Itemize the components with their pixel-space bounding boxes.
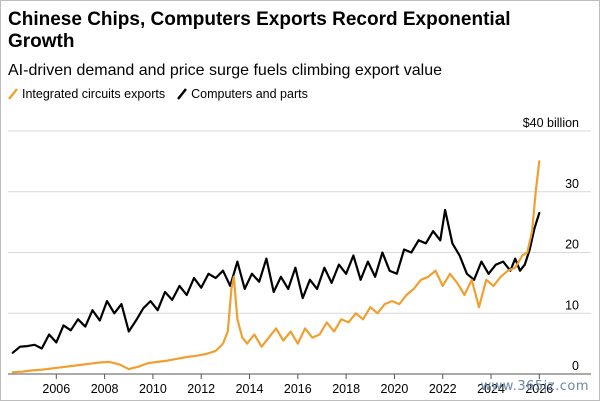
legend-swatch-integrated-circuits <box>8 88 18 100</box>
x-tick-label-2016: 2016 <box>284 382 312 396</box>
y-tick-label-40: $40 billion <box>523 116 579 130</box>
series-line-computers-and-parts <box>11 208 541 354</box>
x-tick-label-2008: 2008 <box>91 382 119 396</box>
x-tick-label-2006: 2006 <box>42 382 70 396</box>
x-tick-label-2024: 2024 <box>477 382 505 396</box>
watermark: www.365jz.com <box>480 379 589 394</box>
chart-subtitle: AI-driven demand and price surge fuels c… <box>8 62 443 79</box>
x-tick-label-2020: 2020 <box>381 382 409 396</box>
series-line-integrated-circuits-exports <box>11 160 541 374</box>
legend-item-computers: Computers and parts <box>177 87 308 101</box>
x-tick-label-2012: 2012 <box>187 382 215 396</box>
x-tick-label-2026: 2026 <box>525 382 553 396</box>
y-tick-label-10: 10 <box>565 298 579 312</box>
legend-label-integrated-circuits: Integrated circuits exports <box>22 87 166 101</box>
y-tick-label-20: 20 <box>565 238 579 252</box>
x-tick-label-2022: 2022 <box>429 382 457 396</box>
y-tick-label-0: 0 <box>572 359 579 373</box>
legend-item-integrated-circuits: Integrated circuits exports <box>8 87 165 101</box>
legend: Integrated circuits exports Computers an… <box>8 87 308 101</box>
legend-label-computers: Computers and parts <box>191 87 308 101</box>
x-tick-label-2014: 2014 <box>236 382 264 396</box>
x-tick-label-2010: 2010 <box>139 382 167 396</box>
legend-swatch-computers <box>177 88 188 100</box>
y-tick-label-30: 30 <box>565 177 579 191</box>
chart-title: Chinese Chips, Computers Exports Record … <box>8 9 511 52</box>
x-tick-label-2018: 2018 <box>332 382 360 396</box>
